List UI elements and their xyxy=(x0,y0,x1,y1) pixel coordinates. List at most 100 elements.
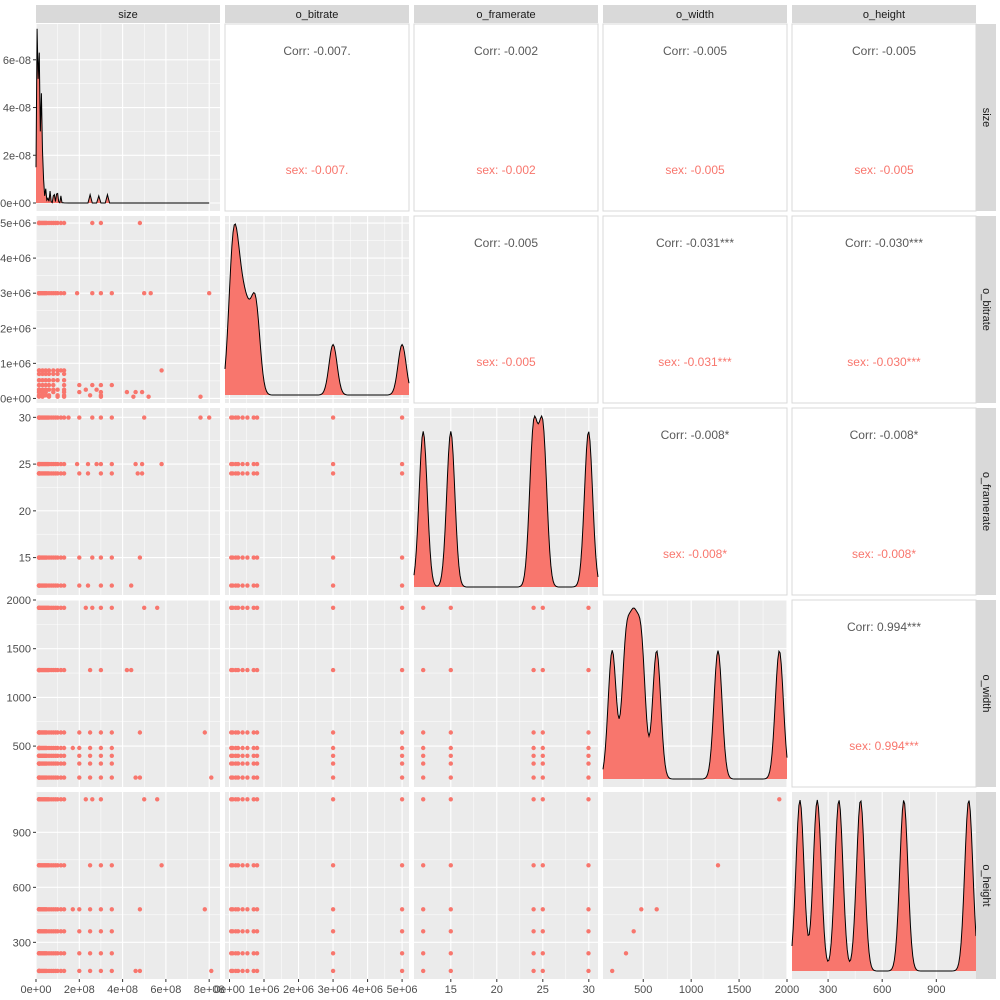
scatter-point xyxy=(109,730,115,735)
scatter-point xyxy=(46,394,52,399)
scatter-point xyxy=(245,929,250,934)
corr-panel-bg xyxy=(602,407,788,596)
scatter-point xyxy=(531,907,536,912)
scatter-point xyxy=(230,968,235,974)
scatter-point xyxy=(240,583,245,588)
scatter-point xyxy=(61,220,67,226)
scatter-point xyxy=(240,775,245,780)
scatter-point xyxy=(399,461,405,467)
scatter-point xyxy=(230,461,235,467)
scatter-point xyxy=(777,797,782,802)
scatter-point xyxy=(235,745,241,751)
x-tick-label: 20 xyxy=(491,984,503,996)
scatter-point xyxy=(139,389,145,395)
scatter-point xyxy=(240,968,245,974)
scatter-point xyxy=(235,461,241,467)
scatter-point xyxy=(98,471,104,476)
scatter-point xyxy=(61,863,67,868)
strips: size o_bitrate o_framerate o_width o_heights… xyxy=(36,5,996,979)
scatter-point xyxy=(159,368,164,373)
scatter-point xyxy=(43,389,48,395)
scatter-point xyxy=(90,291,95,296)
scatter-point xyxy=(55,394,60,399)
scatter-point xyxy=(610,968,615,974)
scatter-point xyxy=(109,863,115,868)
scatter-point xyxy=(46,371,52,377)
y-tick-label: 4e+06 xyxy=(0,253,31,265)
scatter-point xyxy=(159,461,164,467)
scatter-point xyxy=(124,667,130,673)
scatter-point xyxy=(245,951,250,956)
scatter-point xyxy=(61,371,67,377)
scatter-point xyxy=(254,415,260,420)
corr-overall: Corr: -0.007. xyxy=(283,44,350,58)
scatter-point xyxy=(254,461,260,467)
scatter-point xyxy=(421,753,426,758)
scatter-point xyxy=(55,220,60,226)
panel-bg xyxy=(225,408,409,595)
corr-group: sex: -0.005 xyxy=(476,355,536,369)
strip-right-label-o_width: o_width xyxy=(980,675,992,713)
scatter-point xyxy=(58,291,64,296)
scatter-point xyxy=(230,951,235,956)
strip-top-o_height xyxy=(792,5,976,23)
panel-o_height-o_height xyxy=(791,792,977,979)
scatter-point xyxy=(251,730,256,735)
panel-bg xyxy=(225,600,409,787)
scatter-point xyxy=(254,951,260,956)
panel-bg xyxy=(225,792,409,979)
scatter-point xyxy=(55,667,60,673)
scatter-point xyxy=(586,753,591,758)
scatter-point xyxy=(61,389,67,395)
scatter-point xyxy=(245,555,250,560)
x-tick-label: 2000 xyxy=(775,984,799,996)
scatter-point xyxy=(58,471,64,476)
panel-o_framerate-size xyxy=(35,408,220,595)
strip-right-label-o_height: o_height xyxy=(980,864,992,906)
scatter-point xyxy=(77,555,82,560)
scatter-point xyxy=(61,368,67,373)
scatter-point xyxy=(230,745,235,751)
scatter-point xyxy=(55,471,60,476)
scatter-point xyxy=(98,929,104,934)
scatter-point xyxy=(421,863,426,868)
scatter-point xyxy=(654,907,659,912)
corr-overall: Corr: -0.002 xyxy=(474,44,538,58)
x-tick-label: 0e+00 xyxy=(214,984,245,996)
scatter-point xyxy=(90,220,95,226)
scatter-point xyxy=(251,461,256,467)
scatter-point xyxy=(531,929,536,934)
scatter-point xyxy=(330,583,336,588)
panel-o_height-size xyxy=(35,792,220,979)
scatter-point xyxy=(109,471,115,476)
scatter-point xyxy=(61,378,67,383)
strip-right-label-size: size xyxy=(980,108,992,128)
strip-top-o_framerate xyxy=(414,5,598,23)
x-tick-label: 2e+06 xyxy=(283,984,314,996)
corr-overall: Corr: -0.030*** xyxy=(845,236,923,250)
y-tick-label: 5e+06 xyxy=(0,218,31,230)
scatter-point xyxy=(245,471,250,476)
scatter-point xyxy=(109,907,115,912)
scatter-point xyxy=(77,761,82,766)
scatter-point xyxy=(448,667,453,673)
scatter-point xyxy=(586,745,591,751)
scatter-point xyxy=(90,415,95,420)
scatter-point xyxy=(109,605,115,610)
scatter-point xyxy=(77,753,82,758)
x-tick-label: 900 xyxy=(927,984,945,996)
scatter-point xyxy=(51,382,56,388)
scatter-point xyxy=(98,583,104,588)
scatter-point xyxy=(159,863,164,868)
scatter-point xyxy=(540,761,545,766)
scatter-point xyxy=(531,951,536,956)
scatter-point xyxy=(330,555,336,560)
scatter-point xyxy=(135,471,140,476)
scatter-point xyxy=(531,761,536,766)
scatter-point xyxy=(235,761,241,766)
scatter-point xyxy=(58,368,64,373)
scatter-point xyxy=(254,907,260,912)
y-tick-label: 300 xyxy=(13,937,31,949)
